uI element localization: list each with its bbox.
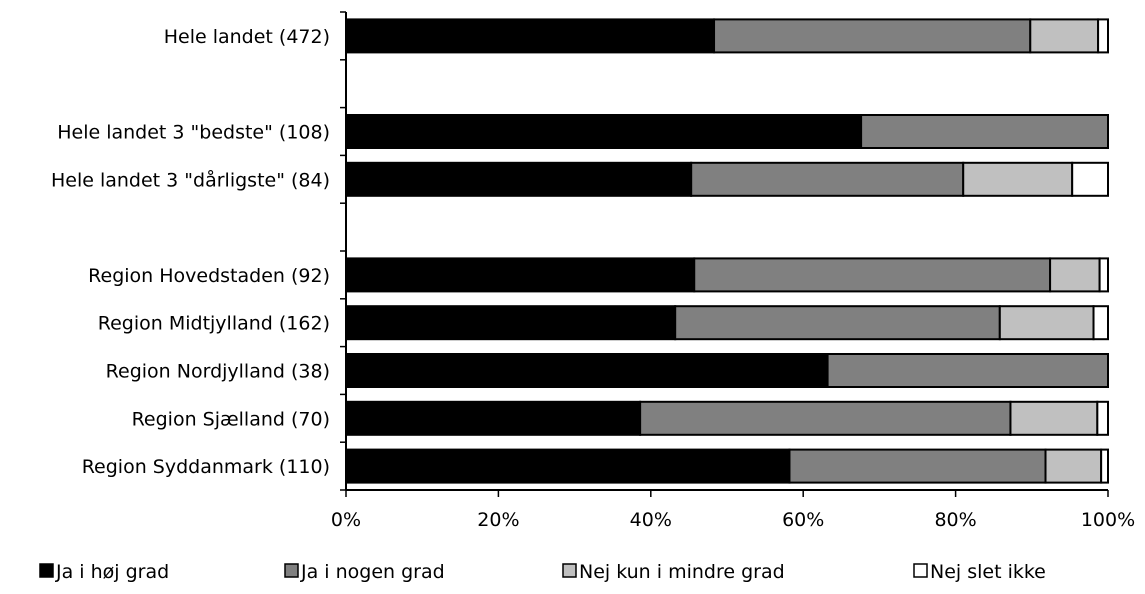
bar-segment bbox=[1092, 305, 1109, 341]
legend-label: Ja i nogen grad bbox=[300, 561, 445, 583]
x-tick-label: 60% bbox=[782, 509, 824, 531]
bar-segment bbox=[962, 161, 1074, 197]
bar-segment bbox=[674, 305, 1001, 341]
bar-segment bbox=[693, 257, 1052, 293]
bar-segment bbox=[1096, 400, 1110, 436]
legend-label: Nej slet ikke bbox=[930, 561, 1046, 583]
bar-segment bbox=[1071, 161, 1110, 197]
x-tick-label: 0% bbox=[331, 509, 361, 531]
bar-segment bbox=[1044, 448, 1103, 484]
category-label: Region Sjælland (70) bbox=[132, 408, 330, 430]
bar-segment bbox=[1029, 18, 1100, 54]
bar-segment bbox=[345, 257, 696, 293]
bar-segment bbox=[345, 448, 791, 484]
x-tick-label: 80% bbox=[934, 509, 976, 531]
category-label: Region Syddanmark (110) bbox=[82, 456, 330, 478]
bar-segment bbox=[1097, 18, 1109, 54]
category-label: Hele landet 3 "dårligste" (84) bbox=[51, 168, 330, 191]
bar-segment bbox=[639, 400, 1012, 436]
legend-swatch bbox=[562, 563, 577, 578]
legend-swatch bbox=[284, 563, 299, 578]
bar-segment bbox=[713, 18, 1032, 54]
bar-segment bbox=[345, 400, 642, 436]
bar-segment bbox=[345, 114, 863, 149]
category-label: Hele landet 3 "bedste" (108) bbox=[57, 122, 330, 144]
legend-label: Ja i høj grad bbox=[55, 561, 169, 583]
bar-segment bbox=[345, 161, 693, 197]
legend-swatch bbox=[913, 563, 928, 578]
bar-segment bbox=[690, 161, 965, 197]
bar-segment bbox=[788, 448, 1047, 484]
bar-segment bbox=[860, 114, 1109, 149]
bar-segment bbox=[1009, 400, 1099, 436]
x-tick-label: 100% bbox=[1081, 509, 1135, 531]
bar-segment bbox=[1100, 448, 1109, 484]
legend-swatch bbox=[39, 563, 54, 578]
bar-segment bbox=[826, 353, 1109, 388]
category-label: Region Hovedstaden (92) bbox=[88, 265, 330, 287]
category-label: Region Midtjylland (162) bbox=[98, 313, 330, 335]
x-tick-label: 20% bbox=[477, 509, 519, 531]
category-label: Region Nordjylland (38) bbox=[106, 361, 330, 383]
bar-segment bbox=[345, 18, 716, 54]
bar-segment bbox=[345, 305, 677, 341]
legend-label: Nej kun i mindre grad bbox=[579, 561, 785, 583]
bar-segment bbox=[345, 353, 829, 388]
bar-segment bbox=[998, 305, 1095, 341]
x-tick-label: 40% bbox=[630, 509, 672, 531]
category-label: Hele landet (472) bbox=[164, 26, 330, 48]
bar-segment bbox=[1049, 257, 1101, 293]
bar-segment bbox=[1098, 257, 1110, 293]
